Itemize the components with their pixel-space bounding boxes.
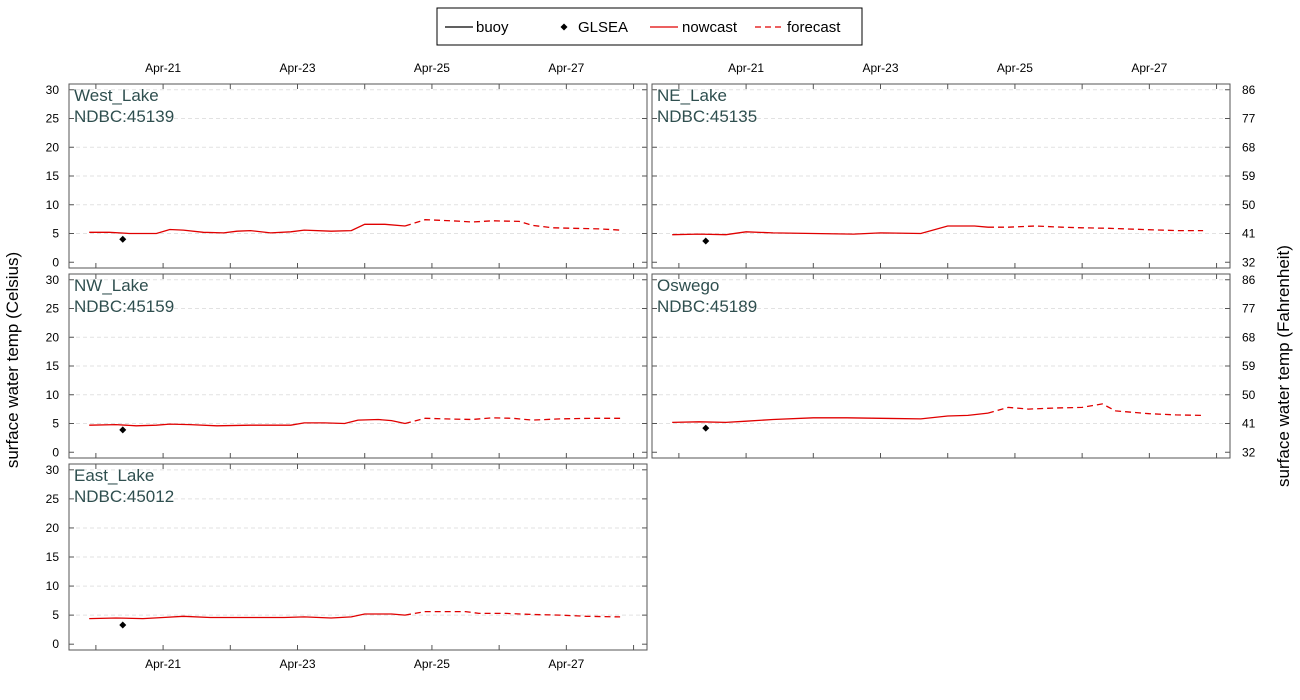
panel-title: NW_Lake (74, 276, 149, 295)
y-tick-label-celsius: 20 (46, 521, 60, 535)
x-tick-label: Apr-27 (548, 657, 584, 671)
y-tick-label-celsius: 15 (46, 169, 60, 183)
panel-station-id: NDBC:45159 (74, 297, 174, 316)
y-tick-label-celsius: 10 (46, 579, 60, 593)
panel-title: Oswego (657, 276, 719, 295)
y-tick-label-celsius: 0 (52, 445, 59, 459)
y-tick-label-celsius: 5 (52, 608, 59, 622)
y-tick-label-fahrenheit: 41 (1242, 417, 1256, 431)
glsea-point (119, 621, 127, 629)
panel-title: East_Lake (74, 466, 154, 485)
y-tick-label-fahrenheit: 32 (1242, 445, 1256, 459)
legend-label-nowcast: nowcast (682, 19, 738, 36)
nowcast-series-line (672, 412, 989, 424)
legend-glsea-marker (560, 23, 568, 31)
forecast-series-line (988, 225, 1204, 232)
x-tick-label: Apr-25 (414, 657, 450, 671)
y-tick-label-celsius: 5 (52, 227, 59, 241)
panel-title: West_Lake (74, 86, 159, 105)
y-tick-label-fahrenheit: 68 (1242, 140, 1256, 154)
x-tick-label: Apr-21 (728, 61, 764, 75)
panel-west-lake: 0 5 10 15 20 25 30 Apr-21 Apr-23 Apr-25 Apr-27 West… (46, 61, 648, 269)
y-tick-label-celsius: 20 (46, 140, 60, 154)
y-tick-label-celsius: 30 (46, 83, 60, 97)
y-tick-label-fahrenheit: 59 (1242, 169, 1256, 183)
panel-east-lake: 0 5 10 15 20 25 30 Apr-21 Apr-23 Apr-25 Apr-27 East… (46, 463, 648, 671)
y-tick-label-fahrenheit: 50 (1242, 198, 1256, 212)
y-tick-label-celsius: 30 (46, 273, 60, 287)
y-tick-label-celsius: 15 (46, 550, 60, 564)
x-tick-label: Apr-23 (279, 61, 315, 75)
nowcast-series-line (89, 613, 406, 620)
y-tick-label-celsius: 15 (46, 359, 60, 373)
y-tick-label-fahrenheit: 59 (1242, 359, 1256, 373)
x-tick-label: Apr-27 (548, 61, 584, 75)
y-tick-label-fahrenheit: 86 (1242, 83, 1256, 97)
x-tick-label: Apr-25 (997, 61, 1033, 75)
y-tick-label-fahrenheit: 77 (1242, 112, 1256, 126)
panel-oswego: 32 41 50 59 68 77 86 Oswego NDBC:45189 (651, 273, 1256, 459)
forecast-series-line (404, 219, 621, 231)
y-tick-label-celsius: 0 (52, 637, 59, 651)
panel-ne-lake: 32 41 50 59 68 77 86 Apr-21 Apr-23 Apr-25 Apr-27 NE… (651, 61, 1256, 269)
x-tick-label: Apr-23 (279, 657, 315, 671)
legend-label-forecast: forecast (787, 19, 841, 36)
glsea-point (702, 424, 710, 432)
panel-station-id: NDBC:45139 (74, 107, 174, 126)
glsea-point (702, 237, 710, 245)
nowcast-series-line (672, 225, 989, 236)
y-tick-label-celsius: 25 (46, 112, 60, 126)
x-tick-label: Apr-25 (414, 61, 450, 75)
y-tick-label-celsius: 20 (46, 330, 60, 344)
nowcast-series-line (89, 418, 406, 427)
panel-station-id: NDBC:45012 (74, 487, 174, 506)
panel-nw-lake: 0 5 10 15 20 25 30 NW_Lake NDBC:45159 (46, 273, 648, 459)
y-tick-label-fahrenheit: 77 (1242, 302, 1256, 316)
nowcast-series-line (89, 223, 406, 235)
y-tick-label-fahrenheit: 32 (1242, 255, 1256, 269)
y-tick-label-fahrenheit: 86 (1242, 273, 1256, 287)
glsea-point (119, 426, 127, 434)
y-axis-title-left: surface water temp (Celsius) (3, 252, 22, 468)
x-tick-label: Apr-27 (1131, 61, 1167, 75)
y-tick-label-fahrenheit: 41 (1242, 227, 1256, 241)
legend-label-buoy: buoy (476, 19, 509, 36)
y-tick-label-fahrenheit: 68 (1242, 330, 1256, 344)
panel-station-id: NDBC:45135 (657, 107, 757, 126)
panel-title: NE_Lake (657, 86, 727, 105)
legend-label-glsea: GLSEA (578, 19, 628, 36)
forecast-series-line (404, 417, 621, 425)
y-tick-label-celsius: 10 (46, 388, 60, 402)
y-tick-label-celsius: 0 (52, 255, 59, 269)
legend: buoy GLSEA nowcast forecast (436, 7, 863, 46)
y-tick-label-celsius: 25 (46, 302, 60, 316)
y-tick-label-celsius: 30 (46, 463, 60, 477)
y-tick-label-celsius: 5 (52, 417, 59, 431)
y-tick-label-fahrenheit: 50 (1242, 388, 1256, 402)
panel-station-id: NDBC:45189 (657, 297, 757, 316)
y-tick-label-celsius: 25 (46, 492, 60, 506)
y-tick-label-celsius: 10 (46, 198, 60, 212)
glsea-point (119, 235, 127, 243)
x-tick-label: Apr-23 (862, 61, 898, 75)
forecast-series-line (404, 610, 621, 618)
forecast-series-line (987, 403, 1204, 417)
x-tick-label: Apr-21 (145, 61, 181, 75)
y-axis-title-right: surface water temp (Fahrenheit) (1274, 245, 1293, 487)
x-tick-label: Apr-21 (145, 657, 181, 671)
legend-box (436, 7, 863, 46)
